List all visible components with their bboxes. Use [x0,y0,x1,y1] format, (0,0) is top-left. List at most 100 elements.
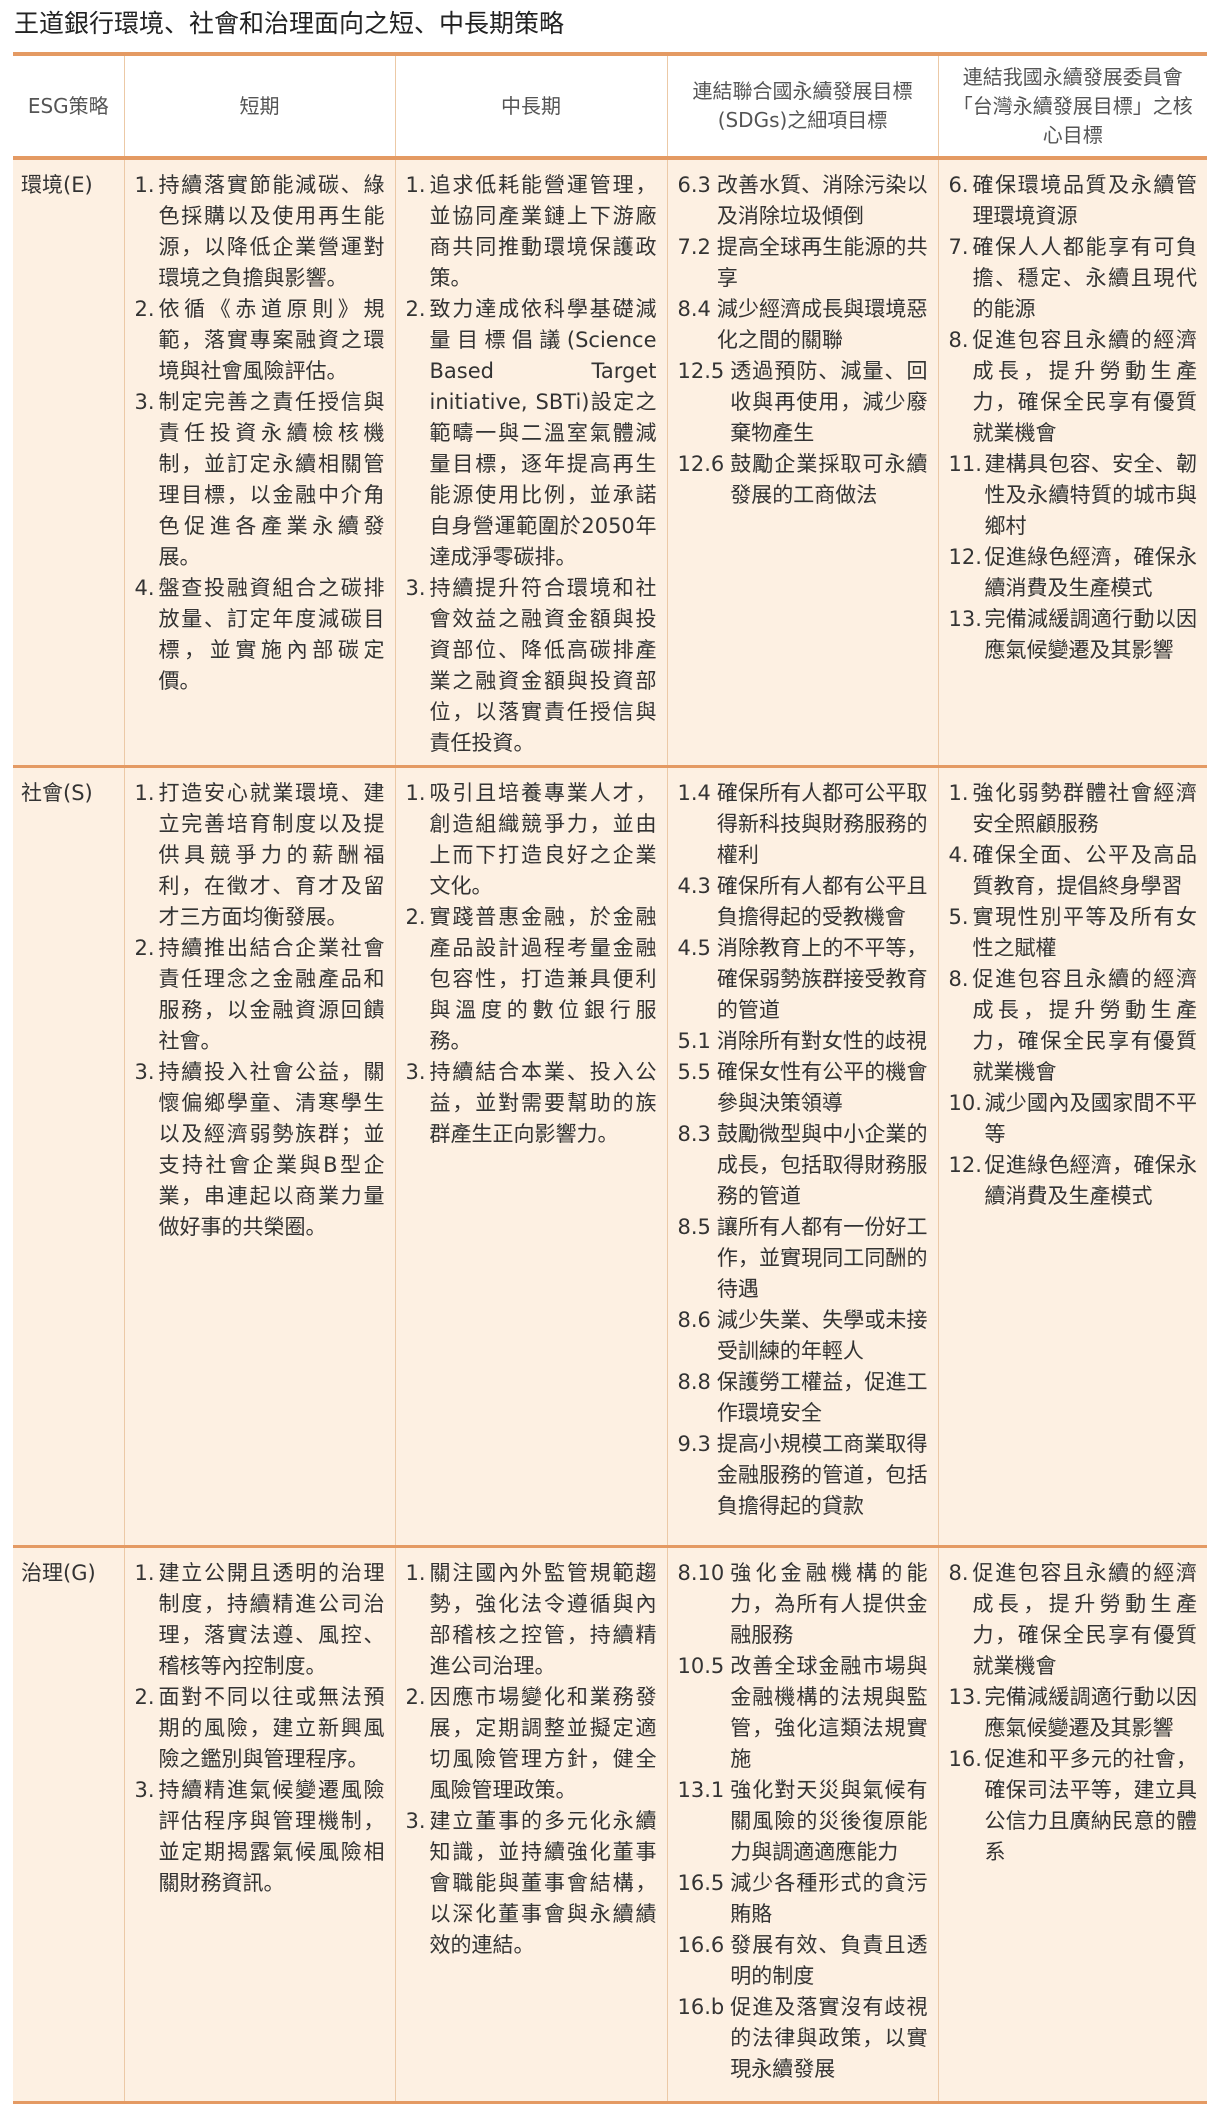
item-text: 促進綠色經濟，確保永續消費及生產模式 [984,1153,1198,1208]
item-text: 實踐普惠金融，於金融產品設計過程考量金融包容性，打造兼具便利與溫度的數位銀行服務… [429,905,657,1053]
mid-long-term-item: 1. 吸引且培養專業人才，創造組織競爭力，並由上而下打造良好之企業文化。 [406,778,657,902]
item-number: 1. [405,173,426,197]
header-mid-long-term: 中長期 [394,54,668,158]
item-number: 3. [134,1060,155,1084]
item-text: 確保所有人都可公平取得新科技與財務服務的權利 [716,781,928,867]
item-number: 5. [948,905,969,929]
item-text: 促進包容且永續的經濟成長，提升勞動生產力，確保全民享有優質就業機會 [972,328,1198,445]
table-row: 環境(E) 1. 持續落實節能減碳、綠色採購以及使用再生能源，以降低企業營運對環境之… [13,158,1207,767]
sdg-item: 12.6 鼓勵企業採取可永續發展的工商做法 [678,449,928,511]
item-number: 8.10 [677,1561,725,1585]
item-text: 促進綠色經濟，確保永續消費及生產模式 [984,545,1198,600]
item-text: 發展有效、負責且透明的制度 [730,1933,928,1988]
item-number: 12. [948,545,982,569]
item-number: 2. [134,297,155,321]
item-number: 16. [948,1747,982,1771]
item-number: 4. [134,576,155,600]
item-text: 持續提升符合環境和社會效益之融資金額與投資部位、降低高碳排產業之融資金額與投資部… [429,576,657,755]
item-number: 8. [948,1561,969,1585]
item-text: 持續結合本業、投入公益，並對需要幫助的族群產生正向影響力。 [429,1060,657,1146]
item-number: 8.6 [677,1308,711,1332]
short-term-cell: 1. 打造安心就業環境、建立完善培育制度以及提供具競爭力的薪酬福利，在徵才、育才及… [123,766,396,1547]
item-number: 8.4 [677,297,711,321]
taiwan-goal-cell: 1. 強化弱勢群體社會經濟安全照顧服務 4. 確保全面、公平及高品質教育，提倡終身學習… [937,766,1207,1547]
item-number: 4. [948,843,969,867]
esg-strategy-table: ESG策略 短期 中長期 連結聯合國永續發展目標(SDGs)之細項目標 連結我國… [13,52,1207,2104]
item-number: 2. [134,936,155,960]
short-term-cell: 1. 持續落實節能減碳、綠色採購以及使用再生能源，以降低企業營運對環境之負擔與影響… [123,158,396,767]
item-number: 5.5 [677,1060,711,1084]
sdg-item: 6.3 改善水質、消除污染以及消除垃圾傾倒 [678,170,928,232]
sdg-item: 8.5 讓所有人都有一份好工作，並實現同工同酬的待遇 [678,1212,928,1305]
taiwan-goal-item: 13. 完備減緩調適行動以因應氣候變遷及其影響 [949,604,1198,666]
item-text: 完備減緩調適行動以因應氣候變遷及其影響 [984,1685,1198,1740]
table-row: 治理(G) 1. 建立公開且透明的治理制度，持續精進公司治理，落實法遵、風控、稽核等… [13,1546,1207,2103]
item-number: 9.3 [677,1432,711,1456]
item-number: 3. [134,1778,155,1802]
taiwan-goal-item: 1. 強化弱勢群體社會經濟安全照顧服務 [949,778,1198,840]
item-number: 7. [948,235,969,259]
item-number: 13. [948,607,982,631]
page-title: 王道銀行環境、社會和治理面向之短、中長期策略 [14,9,565,38]
item-number: 1. [134,781,155,805]
mid-long-term-item: 2. 實踐普惠金融，於金融產品設計過程考量金融包容性，打造兼具便利與溫度的數位銀行… [406,902,657,1057]
header-taiwan-goals: 連結我國永續發展委員會「台灣永續發展目標」之核心目標 [937,54,1207,158]
sdg-item: 8.8 保護勞工權益，促進工作環境安全 [678,1367,928,1429]
short-term-item: 3. 制定完善之責任授信與責任投資永續檢核機制，並訂定永續相關管理目標，以金融中介… [135,387,385,573]
header-sdgs: 連結聯合國永續發展目標(SDGs)之細項目標 [666,54,939,158]
item-number: 16.b [677,1995,725,2019]
item-number: 3. [405,1060,426,1084]
item-text: 保護勞工權益，促進工作環境安全 [716,1370,928,1425]
item-number: 1. [405,781,426,805]
short-term-item: 1. 持續落實節能減碳、綠色採購以及使用再生能源，以降低企業營運對環境之負擔與影響… [135,170,385,294]
sdg-item: 10.5 改善全球金融市場與金融機構的法規與監管，強化這類法規實施 [678,1651,928,1775]
item-text: 讓所有人都有一份好工作，並實現同工同酬的待遇 [716,1215,928,1301]
item-text: 確保人人都能享有可負擔、穩定、永續且現代的能源 [972,235,1198,321]
item-number: 6.3 [677,173,711,197]
item-number: 1. [948,781,969,805]
item-text: 確保全面、公平及高品質教育，提倡終身學習 [972,843,1198,898]
item-text: 持續投入社會公益，關懷偏鄉學童、清寒學生以及經濟弱勢族群；並支持社會企業與B型企… [158,1060,385,1239]
sdg-item: 16.5 減少各種形式的貪污賄賂 [678,1868,928,1930]
item-number: 8. [948,328,969,352]
sdg-item: 13.1 強化對天災與氣候有關風險的災後復原能力與調適適應能力 [678,1775,928,1868]
mid-long-term-item: 3. 持續提升符合環境和社會效益之融資金額與投資部位、降低高碳排產業之融資金額與投… [406,573,657,759]
taiwan-goal-item: 12. 促進綠色經濟，確保永續消費及生產模式 [949,1150,1198,1212]
item-text: 面對不同以往或無法預期的風險，建立新興風險之鑑別與管理程序。 [158,1685,385,1771]
sdg-item: 8.3 鼓勵微型與中小企業的成長，包括取得財務服務的管道 [678,1119,928,1212]
sdg-cell: 1.4 確保所有人都可公平取得新科技與財務服務的權利 4.3 確保所有人都有公平且負擔… [666,766,939,1547]
short-term-item: 2. 面對不同以往或無法預期的風險，建立新興風險之鑑別與管理程序。 [135,1682,385,1775]
taiwan-goal-item: 4. 確保全面、公平及高品質教育，提倡終身學習 [949,840,1198,902]
item-text: 確保所有人都有公平且負擔得起的受教機會 [716,874,928,929]
mid-long-term-item: 3. 建立董事的多元化永續知識，並持續強化董事會職能與董事會結構，以深化董事會與永… [406,1806,657,1961]
taiwan-goal-item: 16. 促進和平多元的社會，確保司法平等，建立具公信力且廣納民意的體系 [949,1744,1198,1868]
item-text: 提高小規模工商業取得金融服務的管道，包括負擔得起的貸款 [716,1432,928,1518]
short-term-item: 2. 持續推出結合企業社會責任理念之金融產品和服務，以金融資源回饋社會。 [135,933,385,1057]
item-text: 促進及落實沒有歧視的法律與政策，以實現永續發展 [730,1995,928,2081]
item-number: 4.5 [677,936,711,960]
short-term-item: 3. 持續投入社會公益，關懷偏鄉學童、清寒學生以及經濟弱勢族群；並支持社會企業與B… [135,1057,385,1243]
item-text: 促進包容且永續的經濟成長，提升勞動生產力，確保全民享有優質就業機會 [972,1561,1198,1678]
taiwan-goal-item: 12. 促進綠色經濟，確保永續消費及生產模式 [949,542,1198,604]
item-number: 5.1 [677,1029,711,1053]
item-number: 13. [948,1685,982,1709]
taiwan-goal-item: 5. 實現性別平等及所有女性之賦權 [949,902,1198,964]
item-text: 促進包容且永續的經濟成長，提升勞動生產力，確保全民享有優質就業機會 [972,967,1198,1084]
taiwan-goal-item: 8. 促進包容且永續的經濟成長，提升勞動生產力，確保全民享有優質就業機會 [949,325,1198,449]
item-number: 7.2 [677,235,711,259]
taiwan-goal-cell: 8. 促進包容且永續的經濟成長，提升勞動生產力，確保全民享有優質就業機會 13. 完備… [937,1546,1207,2103]
item-number: 2. [134,1685,155,1709]
item-text: 因應市場變化和業務發展，定期調整並擬定適切風險管理方針，健全風險管理政策。 [429,1685,657,1802]
mid-long-term-item: 2. 致力達成依科學基礎減量目標倡議(Science Based Target i… [406,294,657,573]
item-text: 消除教育上的不平等，確保弱勢族群接受教育的管道 [716,936,928,1022]
header-esg-strategy: ESG策略 [13,54,125,158]
item-number: 16.6 [677,1933,725,1957]
item-number: 10. [948,1091,982,1115]
item-text: 強化金融機構的能力，為所有人提供金融服務 [730,1561,928,1647]
item-text: 依循《赤道原則》規範，落實專案融資之環境與社會風險評估。 [158,297,385,383]
item-number: 2. [405,297,426,321]
item-text: 強化弱勢群體社會經濟安全照顧服務 [972,781,1198,836]
item-text: 改善水質、消除污染以及消除垃圾傾倒 [716,173,928,228]
taiwan-goal-cell: 6. 確保環境品質及永續管理環境資源 7. 確保人人都能享有可負擔、穩定、永續且現代的… [937,158,1207,767]
esg-category: 治理(G) [13,1546,125,2103]
